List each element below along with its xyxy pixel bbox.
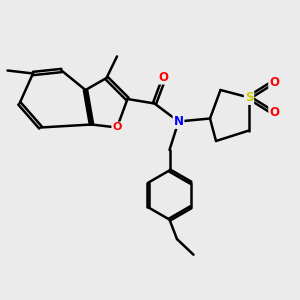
Text: N: N (173, 115, 184, 128)
Text: O: O (269, 76, 279, 89)
Text: O: O (269, 106, 279, 119)
Text: O: O (158, 70, 169, 84)
Text: S: S (245, 91, 253, 104)
Text: O: O (112, 122, 122, 133)
